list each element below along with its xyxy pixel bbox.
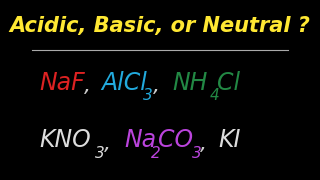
Text: Acidic, Basic, or Neutral ?: Acidic, Basic, or Neutral ?: [10, 16, 310, 36]
Text: ,: ,: [200, 134, 207, 154]
Text: NH: NH: [172, 71, 207, 95]
Text: 3: 3: [94, 145, 104, 161]
Text: ,: ,: [153, 76, 160, 96]
Text: 4: 4: [209, 88, 219, 103]
Text: Cl: Cl: [217, 71, 241, 95]
Text: NaF: NaF: [40, 71, 85, 95]
Text: CO: CO: [158, 128, 193, 152]
Text: KNO: KNO: [40, 128, 92, 152]
Text: Na: Na: [124, 128, 156, 152]
Text: KI: KI: [219, 128, 241, 152]
Text: ,: ,: [84, 76, 91, 96]
Text: 2: 2: [151, 145, 160, 161]
Text: 3: 3: [192, 145, 202, 161]
Text: AlCl: AlCl: [101, 71, 147, 95]
Text: ,: ,: [104, 134, 111, 154]
Text: 3: 3: [143, 88, 152, 103]
